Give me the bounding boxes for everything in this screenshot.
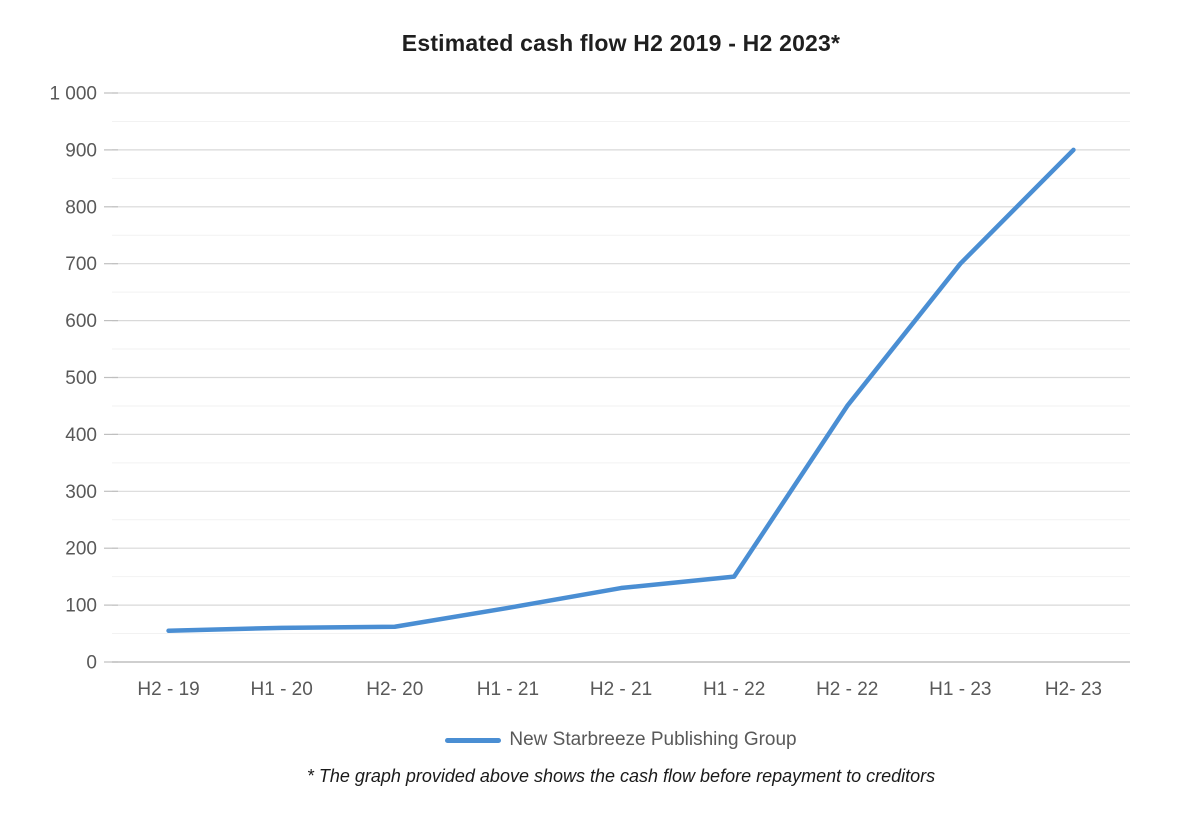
y-tick-label: 300 xyxy=(65,482,97,503)
y-tick-label: 200 xyxy=(65,539,97,560)
legend-series-label: New Starbreeze Publishing Group xyxy=(509,729,797,750)
legend-line-swatch xyxy=(445,737,502,743)
x-tick-label: H1 - 23 xyxy=(929,679,991,700)
x-tick-label: H2 - 21 xyxy=(590,679,652,700)
plot-area: 0 100 200 300 400 500 600 700 800 900 1 000 H2 - 19… xyxy=(49,84,1130,700)
y-tick-label: 700 xyxy=(65,254,97,275)
y-tick-label: 1 000 xyxy=(49,84,97,105)
series-line xyxy=(166,147,1076,633)
x-tick-label: H1 - 22 xyxy=(703,679,765,700)
x-tick-label: H2 - 19 xyxy=(137,679,199,700)
legend: New Starbreeze Publishing Group xyxy=(112,729,1130,751)
x-tick-label: H2- 23 xyxy=(1045,679,1102,700)
x-tick-label: H1 - 20 xyxy=(251,679,313,700)
chart-footnote: * The graph provided above shows the cas… xyxy=(306,766,936,786)
y-tick-label: 600 xyxy=(65,311,97,332)
y-tick-label: 400 xyxy=(65,425,97,446)
y-tick-label: 0 xyxy=(86,653,97,674)
x-tick-label: H2 - 22 xyxy=(816,679,878,700)
y-tick-label: 800 xyxy=(65,197,97,218)
chart-title: Estimated cash flow H2 2019 - H2 2023* xyxy=(401,30,841,56)
x-tick-label: H2- 20 xyxy=(366,679,423,700)
y-tick-label: 100 xyxy=(65,596,97,617)
y-tick-label: 900 xyxy=(65,140,97,161)
y-tick-label: 500 xyxy=(65,368,97,389)
x-tick-label: H1 - 21 xyxy=(477,679,539,700)
